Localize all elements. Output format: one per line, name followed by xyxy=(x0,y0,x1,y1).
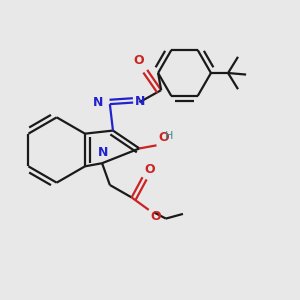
Text: O: O xyxy=(134,54,144,68)
Text: O: O xyxy=(150,211,160,224)
Text: O: O xyxy=(158,131,169,144)
Text: N: N xyxy=(98,146,108,160)
Text: N: N xyxy=(93,96,103,109)
Text: N: N xyxy=(135,94,145,107)
Text: O: O xyxy=(144,163,155,176)
Text: H: H xyxy=(165,131,174,141)
